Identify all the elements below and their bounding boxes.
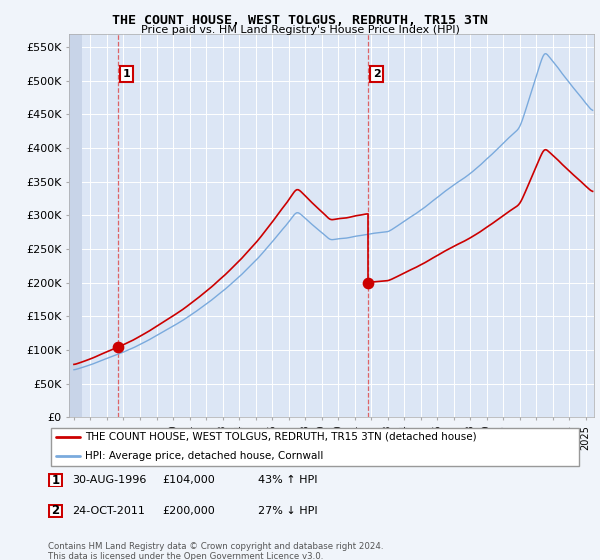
Text: HPI: Average price, detached house, Cornwall: HPI: Average price, detached house, Corn… (85, 451, 324, 461)
Point (363, 278, 373, 287)
FancyBboxPatch shape (49, 474, 62, 487)
Text: 1: 1 (52, 474, 59, 487)
Bar (69, 34, 82, 417)
Point (113, 343, 123, 352)
Text: £200,000: £200,000 (162, 506, 215, 516)
Text: £104,000: £104,000 (162, 475, 215, 485)
Text: 2: 2 (52, 505, 59, 517)
Text: THE COUNT HOUSE, WEST TOLGUS, REDRUTH, TR15 3TN: THE COUNT HOUSE, WEST TOLGUS, REDRUTH, T… (112, 14, 488, 27)
Text: THE COUNT HOUSE, WEST TOLGUS, REDRUTH, TR15 3TN (detached house): THE COUNT HOUSE, WEST TOLGUS, REDRUTH, T… (85, 432, 477, 442)
Text: Price paid vs. HM Land Registry's House Price Index (HPI): Price paid vs. HM Land Registry's House … (140, 25, 460, 35)
FancyBboxPatch shape (50, 428, 580, 466)
Text: 30-AUG-1996: 30-AUG-1996 (72, 475, 146, 485)
FancyBboxPatch shape (49, 505, 62, 517)
Text: 27% ↓ HPI: 27% ↓ HPI (258, 506, 317, 516)
Text: 43% ↑ HPI: 43% ↑ HPI (258, 475, 317, 485)
Text: 1: 1 (123, 69, 131, 79)
Text: 2: 2 (373, 69, 380, 79)
Text: 24-OCT-2011: 24-OCT-2011 (72, 506, 145, 516)
Text: Contains HM Land Registry data © Crown copyright and database right 2024.
This d: Contains HM Land Registry data © Crown c… (48, 542, 383, 560)
